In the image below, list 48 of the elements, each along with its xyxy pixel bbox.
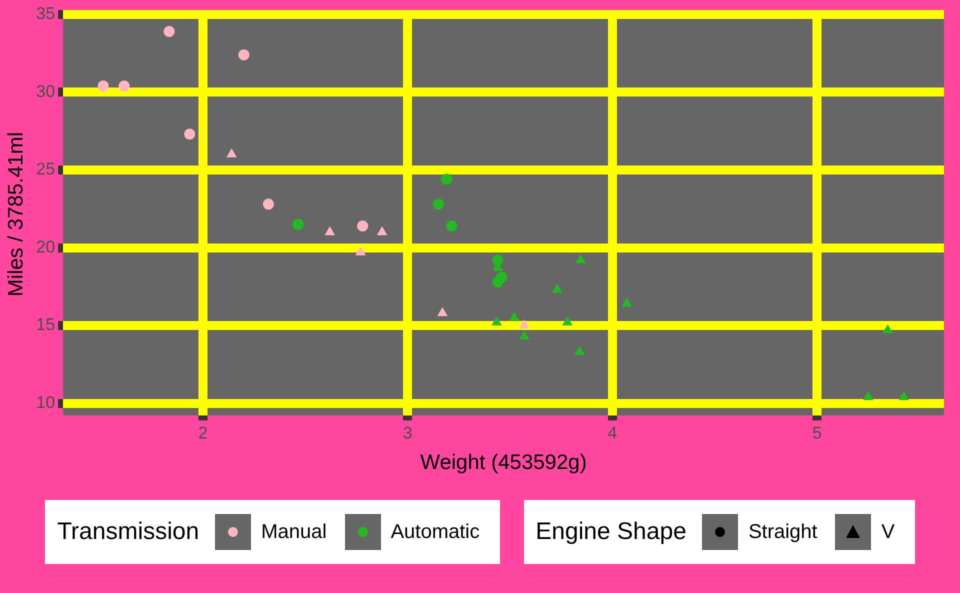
point [164,26,175,37]
y-tick-label: 35 [36,4,56,24]
point [863,392,874,400]
point [357,220,368,232]
point [438,308,448,316]
y-axis-title: Miles / 3785.41ml [4,132,28,297]
legend-label: Manual [261,520,327,544]
point [492,254,504,266]
point [562,316,572,326]
point [377,226,387,236]
point [98,80,109,92]
point [492,316,502,326]
y-tick-label: 10 [36,393,56,412]
legend-label: Straight [748,520,818,544]
point [292,218,304,230]
point [576,254,586,264]
point [356,246,366,256]
point [184,128,196,140]
point [432,198,444,210]
point [446,220,458,232]
text: Engine Shape [536,518,686,545]
x-axis-title: Weight (453592g) [420,451,587,474]
y-tick-label: 25 [36,160,56,179]
x-tick-label: 5 [812,423,822,442]
point [520,330,530,340]
point [509,312,519,321]
point [492,276,504,288]
point [552,284,562,293]
legend-label: V [881,520,895,544]
point [325,226,335,236]
point [520,320,530,329]
point [262,198,274,210]
y-tick-label: 20 [36,237,56,256]
point [118,80,130,92]
point [574,346,584,355]
legend-label: Automatic [390,520,480,544]
point [441,174,452,185]
x-tick-label: 2 [198,423,208,442]
x-tick-label: 4 [608,423,618,442]
y-tick-label: 30 [36,82,56,101]
point [882,324,893,334]
point [899,392,909,400]
point [622,298,632,307]
point [238,49,250,60]
x-tick-label: 3 [402,423,412,442]
point [226,148,236,158]
y-tick-label: 15 [36,315,56,334]
text: Transmission [57,518,200,545]
